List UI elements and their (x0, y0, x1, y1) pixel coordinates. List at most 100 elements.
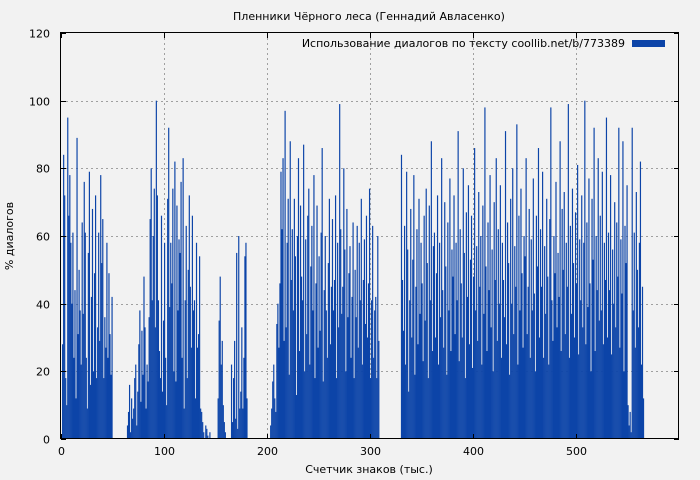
bar (293, 198, 295, 439)
bar (69, 175, 71, 439)
bar (482, 205, 484, 439)
bar (546, 198, 548, 439)
bar (619, 347, 621, 439)
bar (589, 283, 591, 439)
bar (305, 239, 307, 439)
bar (527, 286, 529, 439)
bar (632, 310, 634, 439)
bar (75, 398, 77, 439)
bar (452, 276, 454, 439)
bar (282, 158, 284, 439)
bar (339, 104, 341, 440)
bar (103, 378, 105, 439)
bar (581, 195, 583, 439)
bar (510, 198, 512, 439)
bar (304, 371, 306, 439)
bar (576, 283, 578, 439)
bar (377, 236, 379, 439)
bar (621, 293, 623, 439)
bar (151, 300, 153, 439)
bar (146, 364, 148, 439)
bar (164, 242, 166, 439)
bar (529, 357, 531, 439)
bar (237, 428, 239, 439)
bar (173, 371, 175, 439)
bar (96, 378, 98, 439)
bar (523, 236, 525, 439)
bar (556, 327, 558, 439)
bar (520, 188, 522, 439)
bar (283, 340, 285, 439)
bar (535, 215, 538, 439)
bar (352, 222, 354, 439)
bar (222, 405, 224, 439)
bar (326, 357, 328, 439)
bar (631, 127, 633, 439)
bar (127, 411, 130, 439)
bar (457, 131, 459, 439)
bar (67, 117, 69, 439)
bar (559, 141, 561, 439)
bar (297, 158, 300, 439)
bar (196, 347, 199, 439)
bar (177, 310, 179, 439)
bar (351, 296, 353, 439)
bar (532, 178, 534, 440)
bar (178, 239, 180, 439)
bar (159, 378, 162, 439)
y-tick-label: 40 (36, 299, 50, 312)
bar (65, 378, 67, 439)
y-tick-label: 80 (36, 163, 50, 176)
bar (332, 310, 335, 439)
bar (500, 357, 502, 439)
bar (349, 246, 351, 439)
bar (595, 236, 597, 439)
bar (179, 252, 181, 439)
bar (285, 327, 287, 439)
bar (407, 249, 409, 439)
bar (81, 222, 83, 439)
bar (73, 357, 75, 439)
bar (528, 208, 530, 439)
bar (414, 374, 416, 439)
x-tick-label: 500 (566, 445, 587, 458)
bar (466, 296, 468, 439)
bar (485, 266, 487, 439)
bar (562, 269, 564, 439)
bar (477, 340, 479, 439)
bar (611, 354, 613, 439)
bar (494, 279, 496, 439)
bar (331, 219, 334, 439)
bar (152, 236, 154, 439)
bar (411, 337, 413, 439)
bar (78, 269, 80, 439)
bar (289, 141, 291, 439)
bar (104, 317, 106, 439)
bar (518, 215, 520, 439)
bar (82, 313, 84, 439)
bar (480, 236, 482, 439)
bar (368, 188, 371, 439)
bar (578, 354, 580, 439)
bar (337, 242, 339, 439)
bar (371, 300, 373, 439)
bar (314, 378, 316, 439)
bar (168, 127, 170, 439)
bar (496, 340, 498, 439)
bar (572, 263, 575, 439)
bar (343, 168, 345, 439)
bar (307, 215, 309, 439)
bar (190, 347, 192, 439)
bar (609, 175, 612, 439)
bar (171, 283, 173, 439)
bar (157, 300, 159, 439)
bar (234, 340, 236, 439)
bar (271, 408, 273, 439)
bar (409, 300, 411, 439)
bar (420, 242, 422, 439)
bar (514, 246, 516, 439)
bar (197, 334, 200, 439)
bar (92, 371, 95, 439)
bar (570, 313, 573, 439)
bar (374, 310, 376, 439)
